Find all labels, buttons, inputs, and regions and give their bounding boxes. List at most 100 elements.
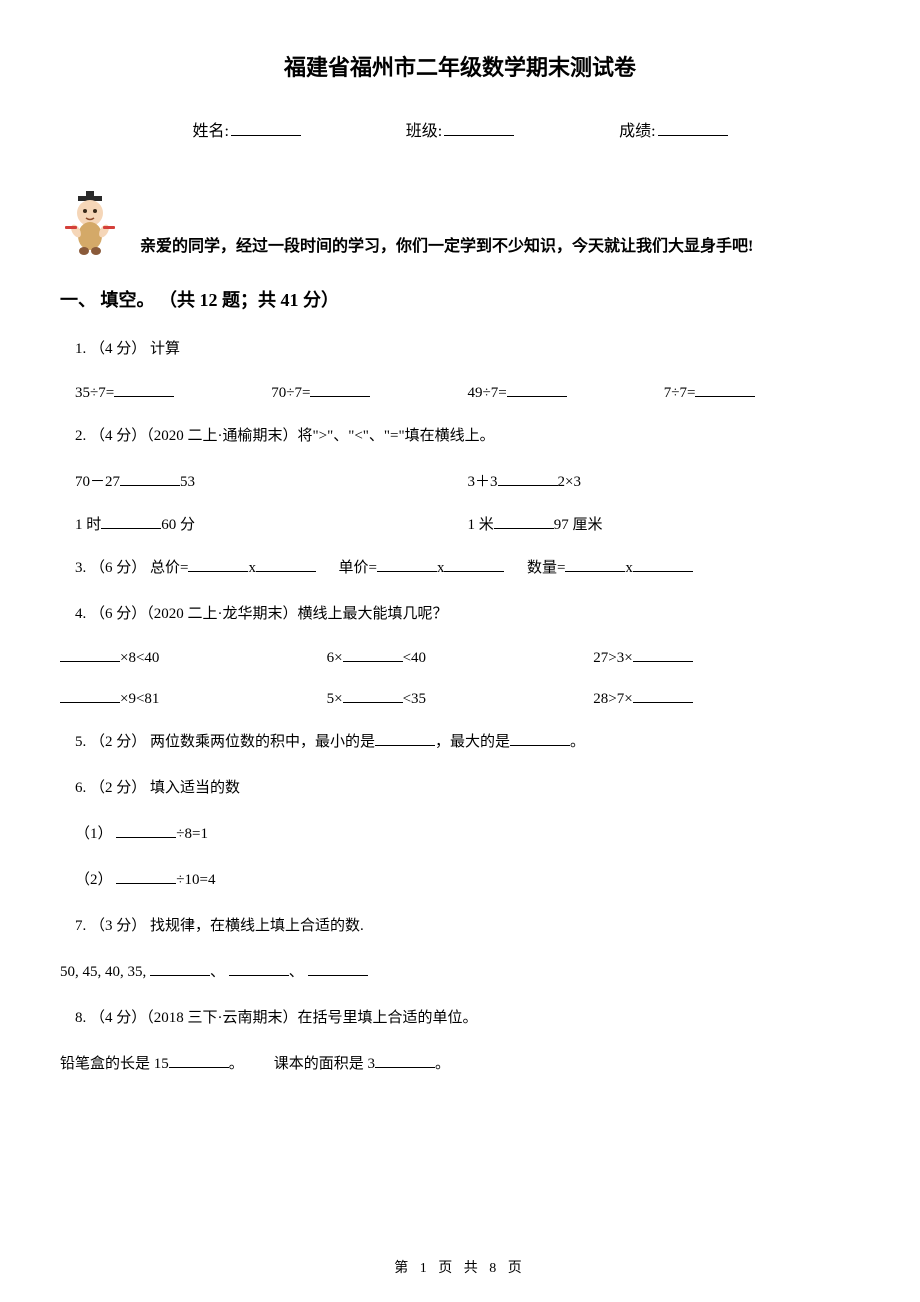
q4-pre-6: 28>7× [593,691,632,707]
q6-sub2: （2） ÷10=4 [75,868,860,892]
class-field: 班级: [406,117,514,141]
q5-suffix: 。 [570,734,585,750]
q6-sub1-blank [116,824,176,838]
q3-blank-5 [565,558,625,572]
q3: 3. （6 分） 总价=x 单价=x 数量=x [75,556,860,580]
q4-row1: ×8<40 6× <40 27>3× [60,648,860,667]
q3-sep-1: x [248,560,256,576]
q5-prefix: 5. （2 分） 两位数乘两位数的积中，最小的是 [75,734,375,750]
exam-title: 福建省福州市二年级数学期末测试卷 [60,50,860,82]
q7-blank-1 [150,962,210,976]
q1-item-3: 49÷7= [468,383,664,402]
q4-blank-1 [60,648,120,662]
q8-item1-pre: 铅笔盒的长是 15 [60,1056,169,1072]
q3-blank-6 [633,558,693,572]
q4-post-2: <40 [403,650,426,666]
q8-item2-pre: 课本的面积是 3 [274,1056,375,1072]
class-blank [444,120,514,136]
q6-sub2-label: （2） [75,872,116,888]
q2-row1: 70－2753 3＋32×3 [75,470,860,491]
q4-blank-6 [633,689,693,703]
q4-item-3: 27>3× [593,648,860,667]
q7-sep-1: 、 [210,964,225,980]
q2-r1a-blank [120,472,180,486]
q6-prompt: 6. （2 分） 填入适当的数 [75,776,860,800]
q4-item-2: 6× <40 [327,648,594,667]
q2-row2: 1 时 60 分 1 米 97 厘米 [75,513,860,534]
q1-expr-1: 35÷7= [75,385,114,401]
q1-blank-3 [507,383,567,397]
score-field: 成绩: [619,117,727,141]
q2-r1b: 3＋32×3 [468,470,861,491]
q4-item-1: ×8<40 [60,648,327,667]
q1-item-1: 35÷7= [75,383,271,402]
q8-item1-post: 。 [229,1056,244,1072]
q4-blank-5 [343,689,403,703]
score-label: 成绩: [619,117,655,141]
q4-blank-3 [633,648,693,662]
name-label: 姓名: [192,117,228,141]
q5-mid: ，最大的是 [435,734,510,750]
q4-item-6: 28>7× [593,689,860,708]
q2-r2a-post: 60 分 [161,517,195,533]
greeting-row: 亲爱的同学，经过一段时间的学习，你们一定学到不少知识，今天就让我们大显身手吧! [60,191,860,256]
score-blank [658,120,728,136]
q1-item-4: 7÷7= [664,383,860,402]
q7-prompt: 7. （3 分） 找规律，在横线上填上合适的数. [75,914,860,938]
q1-blank-1 [114,383,174,397]
q4-item-4: ×9<81 [60,689,327,708]
q3-blank-2 [256,558,316,572]
q8-items: 铅笔盒的长是 15。 课本的面积是 3。 [60,1052,860,1076]
q3-blank-1 [188,558,248,572]
q1-blank-4 [695,383,755,397]
q7-seq: 50, 45, 40, 35, 、 、 [60,960,860,984]
student-info-row: 姓名: 班级: 成绩: [60,117,860,141]
q4-blank-2 [343,648,403,662]
q4-pre-2: 6× [327,650,343,666]
q4-post-5: <35 [403,691,426,707]
q2-r2b-post: 97 厘米 [554,517,603,533]
q6-sub2-blank [116,870,176,884]
q5-blank-1 [375,732,435,746]
q2-prompt: 2. （4 分）（2020 二上·通榆期末）将">"、"<"、"="填在横线上。 [75,424,860,448]
section-1-header: 一、 填空。 （共 12 题；共 41 分） [60,286,860,312]
q3-sep-2: x [437,560,445,576]
q6-sub1-label: （1） [75,826,116,842]
q2-r2a: 1 时 60 分 [75,513,468,534]
q1-expr-4: 7÷7= [664,385,696,401]
q1-expr-2: 70÷7= [271,385,310,401]
mascot-icon [60,191,120,256]
q5: 5. （2 分） 两位数乘两位数的积中，最小的是 ，最大的是 。 [75,730,860,754]
q2-r2b-pre: 1 米 [468,517,494,533]
q1-blank-2 [310,383,370,397]
q7-seq-text: 50, 45, 40, 35, [60,964,146,980]
q8-blank-1 [169,1054,229,1068]
q2-r2a-pre: 1 时 [75,517,101,533]
q6-sub1-post: ÷8=1 [176,826,208,842]
q3-prefix: 3. （6 分） 总价= [75,560,188,576]
q1-prompt: 1. （4 分） 计算 [75,337,860,361]
q6-sub2-post: ÷10=4 [176,872,215,888]
q4-blank-4 [60,689,120,703]
q7-blank-2 [229,962,289,976]
q2-r1a-pre: 70－27 [75,474,120,490]
q3-unit-label: 单价= [338,560,376,576]
name-field: 姓名: [192,117,300,141]
greeting-text: 亲爱的同学，经过一段时间的学习，你们一定学到不少知识，今天就让我们大显身手吧! [140,232,860,256]
q4-prompt: 4. （6 分）（2020 二上·龙华期末）横线上最大能填几呢？ [75,602,860,626]
q2-r1b-post: 2×3 [558,474,581,490]
q2-r1b-blank [498,472,558,486]
q8-blank-2 [375,1054,435,1068]
q1-item-2: 70÷7= [271,383,467,402]
q2-r2a-blank [101,515,161,529]
q1-expr-3: 49÷7= [468,385,507,401]
q5-blank-2 [510,732,570,746]
q3-qty-label: 数量= [527,560,565,576]
q4-pre-5: 5× [327,691,343,707]
q1-items: 35÷7= 70÷7= 49÷7= 7÷7= [75,383,860,402]
q3-blank-4 [444,558,504,572]
page-footer: 第 1 页 共 8 页 [0,1257,920,1277]
q2-r2b: 1 米 97 厘米 [468,513,861,534]
q4-expr-1: ×8<40 [120,650,159,666]
q2-r1a: 70－2753 [75,470,468,491]
